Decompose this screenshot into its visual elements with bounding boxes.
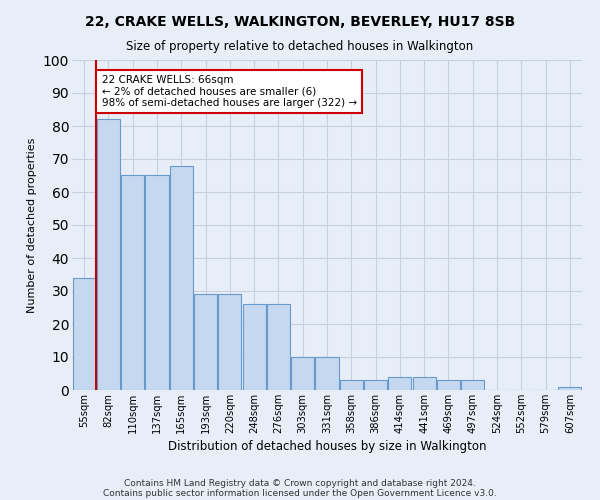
Text: 22, CRAKE WELLS, WALKINGTON, BEVERLEY, HU17 8SB: 22, CRAKE WELLS, WALKINGTON, BEVERLEY, H… [85, 15, 515, 29]
Bar [121, 176, 144, 390]
Text: Contains HM Land Registry data © Crown copyright and database right 2024.: Contains HM Land Registry data © Crown c… [124, 478, 476, 488]
Y-axis label: Number of detached properties: Number of detached properties [27, 138, 37, 312]
Bar [97, 120, 120, 390]
Text: Size of property relative to detached houses in Walkington: Size of property relative to detached ho… [127, 40, 473, 53]
X-axis label: Distribution of detached houses by size in Walkington: Distribution of detached houses by size … [168, 440, 486, 453]
Bar [73, 278, 95, 390]
Bar [242, 304, 266, 390]
Bar [461, 380, 484, 390]
Bar [388, 377, 412, 390]
Text: 22 CRAKE WELLS: 66sqm
← 2% of detached houses are smaller (6)
98% of semi-detach: 22 CRAKE WELLS: 66sqm ← 2% of detached h… [101, 75, 357, 108]
Bar [145, 176, 169, 390]
Bar [194, 294, 217, 390]
Text: Contains public sector information licensed under the Open Government Licence v3: Contains public sector information licen… [103, 488, 497, 498]
Bar [559, 386, 581, 390]
Bar [437, 380, 460, 390]
Bar [413, 377, 436, 390]
Bar [291, 357, 314, 390]
Bar [316, 357, 338, 390]
Bar [218, 294, 241, 390]
Bar [170, 166, 193, 390]
Bar [267, 304, 290, 390]
Bar [364, 380, 387, 390]
Bar [340, 380, 363, 390]
